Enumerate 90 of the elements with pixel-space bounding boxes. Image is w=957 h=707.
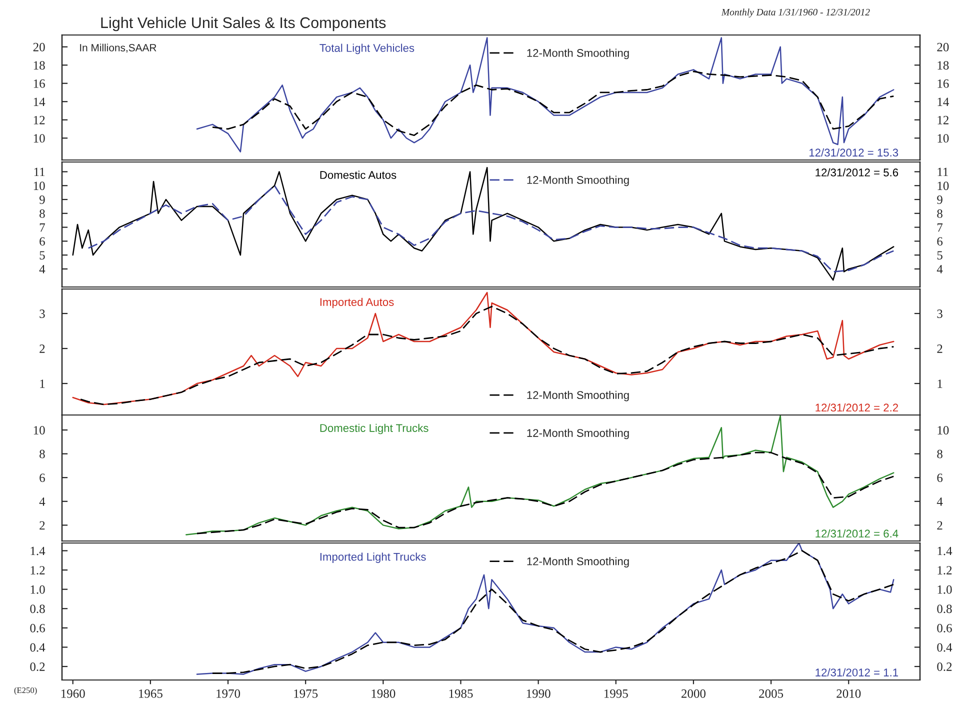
y-tick-label: 0.8 xyxy=(30,604,45,614)
y2-tick-label: 0.2 xyxy=(937,662,952,672)
y2-tick-label: 14 xyxy=(938,98,949,106)
y2-tick-label: 1.2 xyxy=(938,566,952,575)
y-tick-label: 1.2 xyxy=(30,566,45,575)
legend-label: 12-Month Smoothing xyxy=(527,176,629,186)
y-tick-label: 10 xyxy=(34,426,45,434)
y2-tick-label: 4 xyxy=(936,497,943,506)
x-tick-label: 1990 xyxy=(526,689,550,698)
text: Domestic Light Trucks xyxy=(320,424,428,434)
y2-tick-label: 8 xyxy=(937,209,942,218)
y-tick-label: 4 xyxy=(39,265,46,274)
chart-subtitle: Monthly Data 1/31/1960 - 12/31/2012 xyxy=(721,8,870,18)
line-series xyxy=(88,184,894,272)
y2-tick-label: 1.0 xyxy=(938,585,952,594)
legend-label: 12-Month Smoothing xyxy=(527,390,629,402)
y-tick-label: 11 xyxy=(34,168,45,176)
y-tick-label: 7 xyxy=(40,223,45,232)
y-tick-label: 2 xyxy=(40,521,45,530)
text: Total Light Vehicles xyxy=(320,44,414,54)
y2-tick-label: 18 xyxy=(938,61,949,70)
y-axis-title: In Millions,SAAR xyxy=(80,44,156,53)
series-label: Imported Autos xyxy=(320,298,394,308)
y2-tick-label: 2 xyxy=(937,521,942,530)
legend-label: 12-Month Smoothing xyxy=(527,48,629,60)
y2-tick-label: 0.8 xyxy=(937,604,952,614)
x-tick-label: 1995 xyxy=(604,689,628,698)
y-tick-label: 6 xyxy=(40,237,45,246)
y2-tick-label: 3 xyxy=(937,310,942,318)
y-tick-label: 4 xyxy=(39,497,46,506)
y2-tick-label: 10 xyxy=(938,426,949,434)
annotation: 12/31/2012 = 1.1 xyxy=(816,668,898,676)
y2-tick-label: 1.4 xyxy=(938,546,952,556)
annotation: 12/31/2012 = 15.3 xyxy=(810,148,898,157)
x-tick-label: 1960 xyxy=(61,689,85,698)
y-tick-label: 9 xyxy=(39,196,45,204)
y-tick-label: 10 xyxy=(34,182,45,190)
y-tick-label: 0.2 xyxy=(30,662,45,672)
y2-tick-label: 12 xyxy=(938,116,948,124)
line-series xyxy=(212,70,894,136)
y-tick-label: 16 xyxy=(34,79,45,88)
annotation: 12/31/2012 = 5.6 xyxy=(816,168,898,176)
chart-title: Light Vehicle Unit Sales & Its Components xyxy=(101,16,386,32)
y-tick-label: 1.0 xyxy=(30,585,45,594)
x-tick-label: 1970 xyxy=(216,689,240,698)
y-tick-label: 3 xyxy=(40,310,45,318)
y2-tick-label: 9 xyxy=(937,196,942,204)
x-tick-label: 1985 xyxy=(449,689,473,698)
y2-tick-label: 6 xyxy=(937,474,943,482)
x-tick-label: 1980 xyxy=(372,689,396,698)
y-tick-label: 1.4 xyxy=(30,546,46,556)
y-tick-label: 6 xyxy=(40,474,45,482)
y2-tick-label: 6 xyxy=(937,237,943,246)
x-tick-label: 1975 xyxy=(294,689,318,698)
y-tick-label: 14 xyxy=(34,98,46,106)
x-tick-label: 2010 xyxy=(836,689,861,698)
text: Imported Light Trucks xyxy=(320,552,426,563)
y-tick-label: 1 xyxy=(40,380,45,388)
y2-tick-label: 20 xyxy=(937,42,949,52)
y2-tick-label: 0.6 xyxy=(937,624,952,632)
y-tick-label: 8 xyxy=(40,209,45,218)
y-tick-label: 0.4 xyxy=(30,643,46,652)
y-tick-label: 0.6 xyxy=(30,624,45,632)
y-tick-label: 5 xyxy=(40,251,45,260)
y2-tick-label: 7 xyxy=(937,223,943,232)
y2-tick-label: 10 xyxy=(938,182,949,190)
text: (E250) xyxy=(14,687,37,695)
y2-tick-label: 11 xyxy=(938,168,948,176)
y2-tick-label: 4 xyxy=(936,265,943,274)
series-label: Domestic Autos xyxy=(320,170,396,179)
y2-tick-label: 5 xyxy=(937,251,942,260)
y2-tick-label: 16 xyxy=(938,79,949,88)
y-tick-label: 20 xyxy=(33,42,45,52)
y-tick-label: 18 xyxy=(34,61,45,70)
y2-tick-label: 2 xyxy=(937,344,942,353)
y-tick-label: 8 xyxy=(40,450,45,458)
y-tick-label: 12 xyxy=(34,116,45,124)
legend-label: 12-Month Smoothing xyxy=(527,557,629,568)
x-tick-label: 1965 xyxy=(139,689,162,698)
annotation: 12/31/2012 = 6.4 xyxy=(816,529,898,538)
annotation: 12/31/2012 = 2.2 xyxy=(816,403,898,412)
y2-tick-label: 0.4 xyxy=(937,643,952,652)
y2-tick-label: 1 xyxy=(938,380,942,388)
y2-tick-label: 10 xyxy=(938,134,949,143)
y-tick-label: 10 xyxy=(34,134,45,143)
y2-tick-label: 8 xyxy=(937,450,942,458)
y-tick-label: 2 xyxy=(40,344,45,353)
x-tick-label: 2000 xyxy=(682,689,706,698)
text: 12-Month Smoothing xyxy=(527,428,629,440)
x-tick-label: 2005 xyxy=(759,689,784,698)
